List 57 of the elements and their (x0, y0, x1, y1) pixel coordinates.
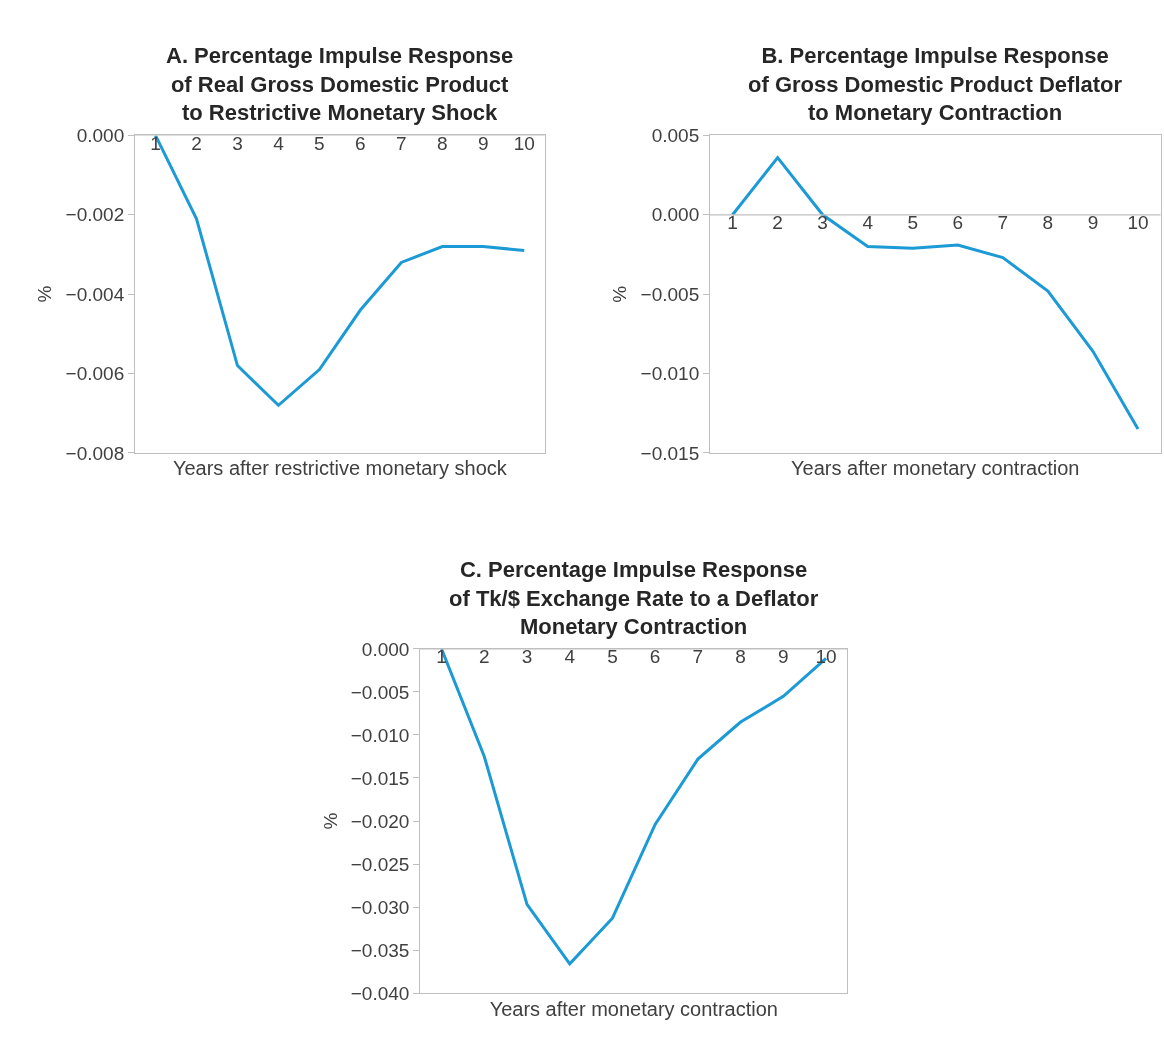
x-tick-label: 8 (735, 646, 746, 668)
y-tick-label: −0.008 (65, 442, 125, 464)
chart-title: B. Percentage Impulse Response of Gross Domestic Product Deflator to Monetary Contraction (748, 43, 1123, 126)
x-tick-label: 2 (191, 132, 202, 154)
x-tick-label: 3 (817, 212, 828, 234)
chart-title: A. Percentage Impulse Response of Real Gross Domestic Product to Restrictive Monetary Shock (166, 43, 514, 126)
y-axis-title: % (319, 812, 341, 830)
x-tick-label: 6 (649, 646, 661, 668)
x-tick-label: 5 (907, 212, 919, 234)
y-tick-label: −0.004 (65, 283, 125, 305)
x-tick-label: 7 (692, 646, 704, 668)
x-tick-label: 4 (564, 646, 576, 668)
y-tick-label: −0.005 (350, 681, 410, 703)
x-tick-label: 1 (150, 132, 161, 154)
x-tick-label: 10 (513, 132, 535, 154)
x-tick-label: 10 (815, 646, 837, 668)
y-axis-title: % (609, 285, 631, 303)
x-tick-label: 6 (355, 132, 366, 154)
x-tick-label: 5 (314, 132, 325, 154)
y-tick-label: −0.015 (640, 442, 700, 464)
x-tick-label: 10 (1127, 212, 1149, 234)
y-axis-title: % (34, 285, 56, 303)
y-tick-label: −0.020 (350, 810, 410, 832)
x-tick-label: 3 (521, 646, 533, 668)
x-tick-label: 4 (273, 132, 285, 154)
y-tick-label: 0.000 (361, 638, 410, 660)
x-axis-title: Years after restrictive monetary shock (172, 457, 508, 480)
x-tick-label: 2 (772, 212, 783, 234)
x-axis-title: Years after monetary contraction (489, 997, 778, 1020)
x-axis-title: Years after monetary contraction (791, 457, 1080, 480)
x-tick-label: 7 (997, 212, 1009, 234)
x-tick-label: 3 (232, 132, 243, 154)
x-tick-label: 4 (862, 212, 874, 234)
y-tick-label: 0.000 (651, 204, 700, 226)
y-tick-label: −0.006 (65, 363, 125, 385)
y-tick-label: −0.035 (350, 939, 410, 961)
y-tick-label: −0.030 (350, 896, 410, 918)
y-tick-label: 0.000 (76, 125, 125, 147)
x-tick-label: 8 (437, 132, 448, 154)
y-tick-label: −0.010 (350, 724, 410, 746)
x-tick-label: 7 (396, 132, 407, 154)
y-tick-label: −0.040 (350, 982, 410, 1004)
x-tick-label: 6 (952, 212, 964, 234)
y-tick-label: −0.015 (350, 767, 410, 789)
y-tick-label: −0.002 (65, 204, 125, 226)
x-tick-label: 8 (1042, 212, 1054, 234)
x-tick-label: 9 (478, 132, 489, 154)
y-tick-label: 0.005 (651, 125, 700, 147)
y-tick-label: −0.010 (640, 363, 700, 385)
y-tick-label: −0.005 (640, 283, 700, 305)
x-tick-label: 2 (478, 646, 490, 668)
x-tick-label: 9 (1087, 212, 1099, 234)
y-tick-label: −0.025 (350, 853, 410, 875)
x-tick-label: 9 (778, 646, 789, 668)
x-tick-label: 1 (727, 212, 738, 234)
x-tick-label: 5 (607, 646, 618, 668)
chart-title: C. Percentage Impulse Response of Tk/$ Exchange Rate to a Deflator Monetary Contraction (449, 557, 819, 640)
